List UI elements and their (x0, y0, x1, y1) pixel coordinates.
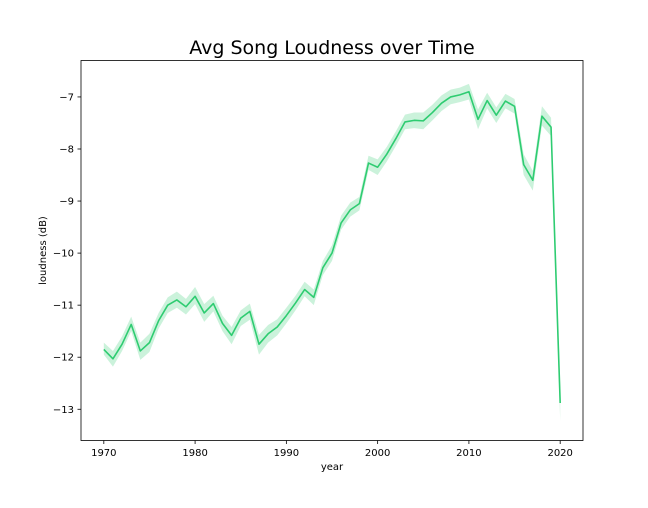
data-point (386, 153, 388, 155)
y-tick-label: −12 (53, 353, 74, 364)
y-tick-label: −7 (59, 92, 74, 103)
data-point (504, 100, 506, 102)
series-line (103, 90, 561, 404)
data-point (368, 162, 370, 164)
data-point (495, 114, 497, 116)
data-point (559, 402, 561, 404)
data-point (358, 203, 360, 205)
data-point (523, 164, 525, 166)
data-point (413, 119, 415, 121)
data-point (276, 326, 278, 328)
x-tick-label: 2010 (456, 448, 481, 459)
data-point (477, 118, 479, 120)
chart-title: Avg Song Loudness over Time (189, 37, 475, 59)
x-tick-label: 1970 (91, 448, 116, 459)
data-point (176, 299, 178, 301)
x-tick-label: 1980 (182, 448, 207, 459)
x-tick-label: 2000 (365, 448, 390, 459)
y-tick-label: −10 (53, 249, 74, 260)
data-point (285, 315, 287, 317)
plot-frame (80, 60, 584, 441)
data-point (377, 166, 379, 168)
data-point (249, 310, 251, 312)
data-point (514, 105, 516, 107)
data-point (130, 323, 132, 325)
data-point (340, 222, 342, 224)
x-axis: 1970 1980 1990 2000 2010 2020 (91, 440, 573, 459)
x-tick-label: 1990 (274, 448, 299, 459)
data-point (221, 322, 223, 324)
data-point (148, 342, 150, 344)
data-point (139, 350, 141, 352)
data-point (304, 289, 306, 291)
data-point (468, 91, 470, 93)
data-point (322, 267, 324, 269)
data-point (422, 120, 424, 122)
data-point (203, 312, 205, 314)
data-point (112, 358, 114, 360)
data-point (550, 126, 552, 128)
y-tick-label: −9 (59, 197, 74, 208)
plot-area (103, 83, 561, 421)
data-point (185, 306, 187, 308)
data-point (240, 317, 242, 319)
data-point (431, 112, 433, 114)
y-tick-label: −13 (53, 405, 74, 416)
data-point (258, 343, 260, 345)
data-point (167, 304, 169, 306)
data-point (231, 334, 233, 336)
data-point (121, 343, 123, 345)
data-point (459, 94, 461, 96)
y-axis-label: loudness (dB) (38, 216, 49, 285)
x-axis-label: year (321, 462, 344, 473)
data-point (541, 115, 543, 117)
data-point (404, 121, 406, 123)
data-point (103, 348, 105, 350)
data-point (441, 102, 443, 104)
data-point (331, 252, 333, 254)
data-point (486, 100, 488, 102)
y-tick-label: −11 (53, 301, 74, 312)
data-point (194, 295, 196, 297)
data-point (450, 96, 452, 98)
data-point (212, 303, 214, 305)
data-point (349, 209, 351, 211)
y-axis: −13 −12 −11 −10 −9 −8 −7 (53, 92, 81, 416)
data-point (294, 302, 296, 304)
data-point (395, 138, 397, 140)
y-tick-label: −8 (59, 144, 74, 155)
data-point (313, 296, 315, 298)
data-point (532, 179, 534, 181)
x-tick-label: 2020 (547, 448, 572, 459)
data-point (158, 320, 160, 322)
data-point (267, 333, 269, 335)
